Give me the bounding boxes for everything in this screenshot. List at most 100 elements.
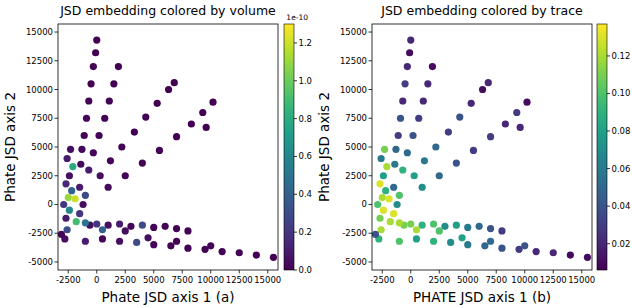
plot-frame — [58, 24, 278, 270]
colorbar-tick — [294, 270, 297, 271]
point — [106, 97, 113, 104]
y-tick-label: 7500 — [345, 113, 367, 123]
x-tick — [439, 270, 440, 274]
point — [71, 195, 78, 202]
point — [419, 184, 426, 191]
point — [413, 235, 420, 242]
y-tick — [369, 175, 373, 176]
y-tick-label: 15000 — [26, 27, 53, 37]
colorbar-tick — [607, 243, 610, 244]
point — [92, 49, 99, 56]
point — [139, 159, 146, 166]
point — [79, 201, 86, 208]
point — [413, 226, 420, 233]
y-tick — [55, 261, 59, 262]
colorbar-tick-label: 0.2 — [299, 227, 313, 237]
point — [409, 132, 416, 139]
point — [381, 146, 388, 153]
point — [453, 159, 460, 166]
point — [430, 238, 437, 245]
x-tick — [410, 270, 411, 274]
point — [116, 220, 123, 227]
point — [236, 249, 243, 256]
y-tick-label: 12500 — [26, 56, 53, 66]
point — [154, 100, 161, 107]
colorbar-tick — [607, 131, 610, 132]
point — [77, 161, 84, 168]
point — [82, 219, 89, 226]
point — [432, 143, 439, 150]
point — [498, 227, 505, 234]
point — [550, 249, 557, 256]
point — [380, 207, 387, 214]
y-tick — [55, 233, 59, 234]
point — [453, 222, 460, 229]
point — [90, 63, 97, 70]
colorbar-tick-label: 0.0 — [299, 265, 313, 275]
point — [97, 172, 104, 179]
point — [107, 157, 114, 164]
point — [379, 194, 386, 201]
x-tick-label: 0 — [94, 275, 99, 285]
point — [380, 172, 387, 179]
point — [487, 225, 494, 232]
y-tick — [55, 89, 59, 90]
point — [445, 128, 452, 135]
point — [397, 115, 404, 122]
point — [429, 63, 436, 70]
point — [82, 238, 89, 245]
point — [83, 115, 90, 122]
y-tick — [55, 175, 59, 176]
point — [392, 146, 399, 153]
point — [65, 194, 72, 201]
y-tick — [55, 147, 59, 148]
point — [396, 219, 403, 226]
point — [407, 36, 414, 43]
point — [184, 245, 191, 252]
points — [58, 36, 277, 260]
colorbar — [597, 24, 607, 270]
point — [441, 223, 448, 230]
point — [203, 124, 210, 131]
point — [502, 120, 509, 127]
point — [372, 231, 379, 238]
colorbar-tick — [607, 168, 610, 169]
point — [382, 187, 389, 194]
point — [64, 226, 71, 233]
point — [73, 218, 80, 225]
figure: JSD embedding colored by volume-25000250… — [0, 0, 632, 308]
y-tick — [55, 60, 59, 61]
y-tick — [369, 261, 373, 262]
colorbar-tick-label: 0.8 — [299, 114, 313, 124]
point — [62, 215, 69, 222]
x-tick — [524, 270, 525, 274]
x-tick-label: 2500 — [428, 275, 450, 285]
x-tick — [182, 270, 183, 274]
y-tick-label: -2500 — [28, 228, 53, 238]
point — [390, 184, 397, 191]
x-tick-label: 5000 — [457, 275, 479, 285]
point — [139, 222, 146, 229]
point — [404, 149, 411, 156]
y-tick-label: 0 — [48, 199, 53, 209]
colorbar-tick-label: 0.08 — [612, 126, 631, 136]
point — [171, 79, 178, 86]
x-tick — [382, 270, 383, 274]
colorbar-tick — [294, 156, 297, 157]
point — [133, 239, 140, 246]
point — [85, 97, 92, 104]
points — [372, 36, 591, 260]
point — [105, 184, 112, 191]
point — [173, 133, 180, 140]
colorbar-offset: 1e-10 — [286, 13, 308, 22]
y-tick-label: 5000 — [31, 142, 53, 152]
plot-frame — [372, 24, 592, 270]
point — [93, 220, 100, 227]
y-tick-label: -5000 — [28, 257, 53, 267]
x-tick — [125, 270, 126, 274]
colorbar-tick — [294, 118, 297, 119]
point — [93, 36, 100, 43]
x-tick — [239, 270, 240, 274]
point — [219, 248, 226, 255]
point — [253, 251, 260, 258]
